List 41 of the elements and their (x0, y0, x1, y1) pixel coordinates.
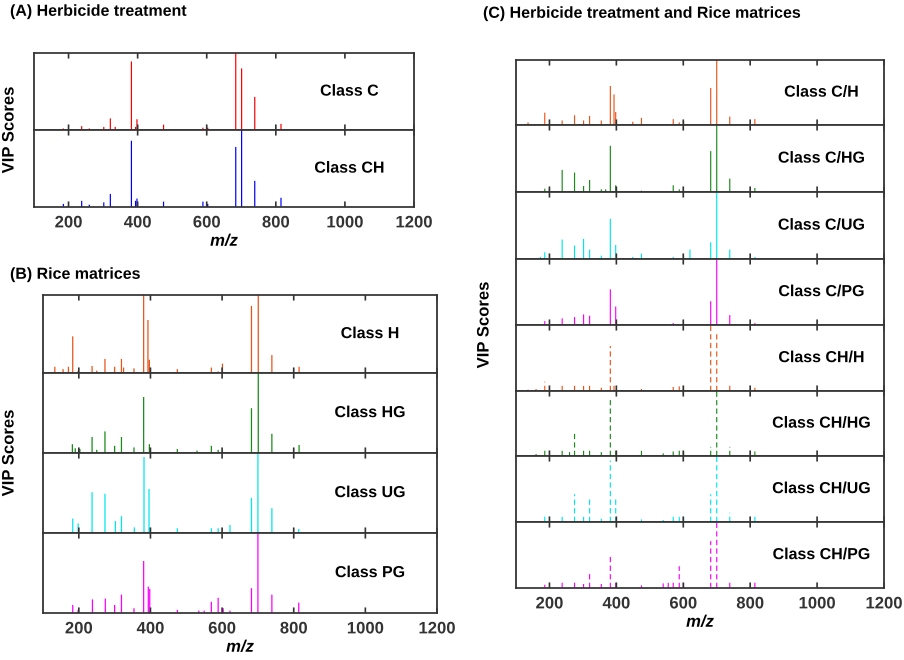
annotation: Class C/PG (779, 284, 864, 296)
x-axis-title: m/z (210, 234, 238, 246)
x-tick-label: 600 (193, 216, 220, 228)
annotation: Class PG (336, 566, 404, 578)
x-tick-label: 1000 (348, 622, 384, 634)
x-tick-label: 200 (536, 596, 563, 609)
y-axis-title: VIP Scores (476, 282, 489, 368)
annotation: Class CH/H (779, 350, 864, 362)
y-axis-title: VIP Scores (2, 87, 14, 174)
x-tick-label: 400 (602, 596, 630, 609)
annotation: Class CH (314, 161, 384, 173)
chart-title: (C) Herbicide treatment and Rice matrices (484, 6, 800, 22)
x-tick-label: 400 (136, 622, 164, 634)
x-tick-label: 200 (55, 216, 82, 228)
x-tick-label: 800 (262, 216, 290, 228)
x-tick-label: 800 (736, 596, 764, 609)
x-tick-label: 1200 (420, 622, 455, 634)
y-axis-title: VIP Scores (2, 410, 14, 496)
annotation: Class C/UG (778, 218, 864, 230)
x-tick-label: 200 (65, 622, 92, 634)
x-tick-label: 1000 (800, 596, 835, 609)
x-tick-label: 800 (280, 622, 307, 634)
annotation: Class CH/PG (773, 548, 870, 560)
annotation: Class HG (335, 406, 405, 418)
x-tick-label: 600 (670, 596, 696, 609)
annotation: Class H (341, 326, 398, 338)
x-tick-label: 1000 (327, 216, 363, 228)
x-axis-title: m/z (226, 640, 254, 652)
annotation: Class CH/HG (772, 416, 870, 428)
annotation: Class UG (335, 486, 405, 498)
x-tick-label: 400 (124, 216, 151, 228)
chart-title: (A) Herbicide treatment (10, 4, 186, 20)
x-tick-label: 600 (208, 622, 236, 634)
annotation: Class C/H (784, 85, 858, 97)
x-tick-label: 1200 (866, 596, 902, 609)
annotation: Class CH/UG (772, 482, 870, 494)
chart-title: (B) Rice matrices (10, 267, 140, 282)
annotation: Class C/HG (778, 151, 864, 163)
x-tick-label: 1200 (396, 216, 432, 228)
x-axis-title: m/z (686, 614, 714, 628)
annotation: Class C (320, 84, 378, 96)
